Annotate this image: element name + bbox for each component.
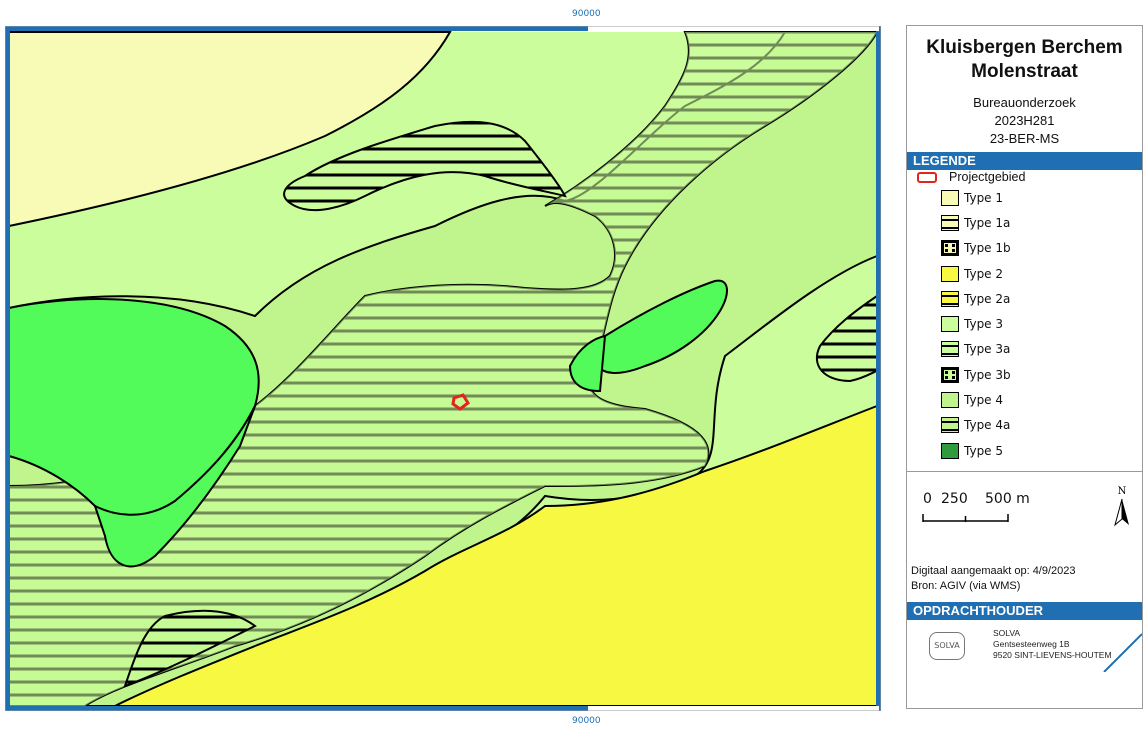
coord-label-bottom: 90000 — [572, 716, 601, 726]
zone-type3a-upper — [283, 120, 567, 212]
client-address: SOLVA Gentsesteenweg 1B 9520 SINT-LIEVEN… — [993, 628, 1112, 661]
client-block: SOLVA SOLVA Gentsesteenweg 1B 9520 SINT-… — [907, 620, 1142, 673]
legend-item: Type 1a — [913, 210, 1142, 235]
legend-item: Type 4a — [913, 413, 1142, 438]
legend-label: Type 3a — [964, 342, 1011, 357]
scale-label-250: 250 — [941, 491, 968, 508]
legend-header: LEGENDE — [907, 152, 1142, 170]
map-title-line1: Kluisbergen Berchem — [926, 37, 1123, 58]
project-area-marker[interactable] — [451, 393, 471, 411]
legend-label: Type 1b — [964, 241, 1011, 256]
zone-type1-topleft — [8, 31, 452, 228]
map-canvas[interactable] — [5, 26, 881, 711]
legend-swatch-icon — [941, 442, 959, 459]
legend-item: Type 3a — [913, 337, 1142, 362]
legend-swatch-icon — [941, 189, 959, 206]
zone-type3a-right — [815, 294, 878, 383]
client-name: SOLVA — [993, 628, 1021, 639]
legend-label: Type 2a — [964, 291, 1011, 306]
solva-logo: SOLVA — [929, 632, 965, 661]
legend-item: Type 5 — [913, 438, 1142, 463]
credit-source: Bron: AGIV (via WMS) — [911, 580, 1021, 593]
legend-swatch-icon — [941, 341, 959, 358]
legend-label: Type 1a — [964, 215, 1011, 230]
client-header: OPDRACHTHOUDER — [907, 602, 1142, 621]
scale-label-500: 500 m — [985, 491, 1030, 508]
zone-type5-right-edge — [568, 334, 607, 393]
legend-list: Projectgebied Type 1 Type 1a Type 1b Type 2 T… — [907, 170, 1142, 463]
credit-date: Digitaal aangemaakt op: 4/9/2023 — [911, 565, 1076, 578]
subtitle-study: Bureauonderzoek — [973, 95, 1076, 110]
map-border — [5, 26, 881, 711]
legend-swatch-icon — [941, 417, 959, 434]
coord-label-top: 90000 — [572, 9, 601, 19]
north-label: N — [1117, 486, 1127, 498]
legend-item: Type 3b — [913, 362, 1142, 387]
credits: Digitaal aangemaakt op: 4/9/2023 Bron: A… — [907, 564, 1142, 594]
legend-label: Type 3b — [964, 367, 1011, 382]
scale-bar — [922, 514, 1009, 523]
legend-item: Projectgebied — [913, 169, 1142, 185]
legend-item: Type 3 — [913, 311, 1142, 336]
zone-type2-bottom — [114, 404, 878, 707]
legend-swatch-icon — [941, 316, 959, 333]
legend-swatch-icon — [917, 171, 937, 183]
legend-swatch-icon — [941, 265, 959, 282]
map-area[interactable]: 90000 — [0, 0, 890, 731]
legend-panel: Kluisbergen Berchem Molenstraat Bureauon… — [906, 25, 1143, 709]
legend-swatch-icon — [941, 392, 959, 409]
legend-item: Type 2 — [913, 261, 1142, 286]
legend-label: Type 5 — [964, 443, 1004, 458]
subtitle-code: 2023H281 — [994, 113, 1055, 128]
scale-label-0: 0 — [923, 491, 932, 508]
legend-item: Type 1b — [913, 236, 1142, 261]
scale-block: 0 250 500 m N — [907, 472, 1142, 572]
map-title-line2: Molenstraat — [971, 61, 1078, 82]
legend-swatch-icon — [941, 366, 959, 383]
legend-label: Type 1 — [964, 190, 1004, 205]
legend-item: Type 2a — [913, 286, 1142, 311]
map-frame[interactable] — [5, 26, 881, 711]
zone-type5-lower — [93, 405, 256, 568]
legend-label: Type 4a — [964, 418, 1011, 433]
legend-label: Type 2 — [964, 266, 1004, 281]
legend-swatch-icon — [941, 214, 959, 231]
zone-type2a — [123, 609, 257, 688]
legend-item: Type 1 — [913, 185, 1142, 210]
legend-swatch-icon — [941, 290, 959, 307]
legend-label: Type 3 — [964, 317, 1004, 332]
legend-item: Type 4 — [913, 387, 1142, 412]
legend-label: Type 4 — [964, 393, 1004, 408]
client-street: Gentsesteenweg 1B — [993, 639, 1070, 650]
legend-label: Projectgebied — [949, 170, 1026, 184]
client-city: 9520 SINT-LIEVENS-HOUTEM — [993, 650, 1112, 661]
subtitle-project-id: 23-BER-MS — [989, 131, 1060, 146]
corner-decoration — [1103, 633, 1142, 673]
legend-swatch-icon — [941, 240, 959, 257]
north-arrow-icon: N — [1113, 487, 1131, 529]
zone-type3a-tint — [9, 32, 877, 706]
